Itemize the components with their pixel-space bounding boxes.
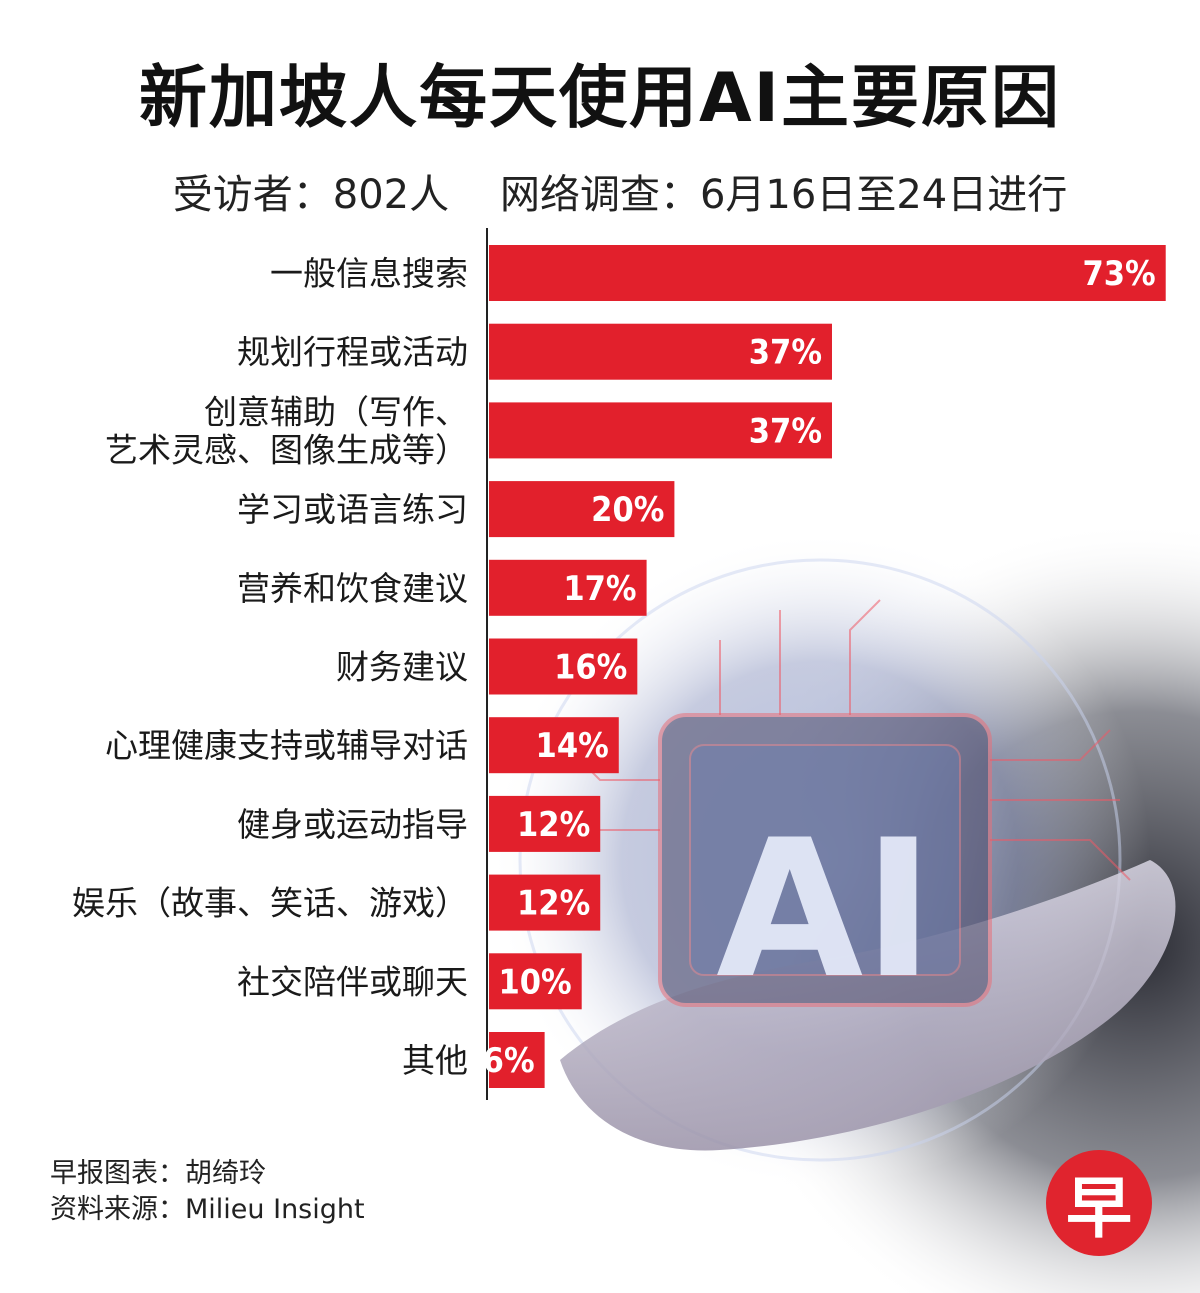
bar-value-label-5: 16% — [554, 648, 627, 688]
zaobao-logo: 早 — [1046, 1150, 1152, 1256]
bar-10 — [489, 1032, 545, 1088]
chart-title: 新加坡人每天使用AI主要原因 — [139, 59, 1061, 138]
bar-7 — [489, 795, 601, 852]
bar-5 — [489, 638, 638, 695]
bar-0 — [489, 245, 1166, 301]
chart-subtitle: 受访者：802人 网络调查：6月16日至24日进行 — [172, 172, 1068, 218]
bar-value-label-7: 12% — [517, 805, 590, 845]
category-label-4: 营养和饮食建议 — [237, 569, 468, 608]
category-label-7: 健身或运动指导 — [237, 805, 468, 844]
category-label-2-line-0: 创意辅助（写作、 — [204, 392, 468, 431]
data-source: 资料来源：Milieu Insight — [50, 1194, 365, 1225]
bar-value-label-6: 14% — [536, 726, 609, 766]
category-label-6: 心理健康支持或辅导对话 — [105, 726, 468, 765]
bar-value-label-3: 20% — [591, 490, 664, 530]
category-label-8: 娱乐（故事、笑话、游戏） — [72, 884, 468, 923]
bar-value-label-1: 37% — [749, 333, 822, 373]
bar-1 — [489, 323, 832, 380]
category-label-0: 一般信息搜索 — [270, 254, 468, 293]
bar-3 — [489, 481, 675, 538]
logo-glyph: 早 — [1066, 1170, 1132, 1247]
bar-value-label-8: 12% — [517, 884, 590, 924]
credits: 早报图表：胡绮玲 资料来源：Milieu Insight — [50, 1156, 365, 1228]
bar-6 — [489, 717, 619, 774]
category-label-3: 学习或语言练习 — [237, 490, 468, 529]
chart-credit: 早报图表：胡绮玲 — [50, 1158, 266, 1189]
bar-9 — [489, 953, 582, 1010]
bar-value-label-10: 6% — [483, 1041, 535, 1081]
category-label-9: 社交陪伴或聊天 — [237, 962, 468, 1001]
bar-8 — [489, 874, 601, 931]
bar-value-label-9: 10% — [498, 962, 571, 1002]
category-label-1: 规划行程或活动 — [237, 333, 468, 372]
category-label-2-line-1: 艺术灵感、图像生成等） — [105, 430, 468, 469]
bars-group: 73% 一般信息搜索 37% 规划行程或活动 37% 创意辅助（写作、艺术灵感、图像生成等… — [72, 245, 1166, 1088]
category-label-5: 财务建议 — [336, 648, 468, 687]
bar-2 — [489, 402, 832, 459]
ai-chip-text: AI — [716, 799, 934, 1020]
bar-value-label-4: 17% — [563, 569, 636, 609]
bar-value-label-0: 73% — [1082, 254, 1155, 294]
category-label-10: 其他 — [402, 1041, 468, 1080]
bar-value-label-2: 37% — [749, 411, 822, 451]
bar-4 — [489, 559, 647, 616]
